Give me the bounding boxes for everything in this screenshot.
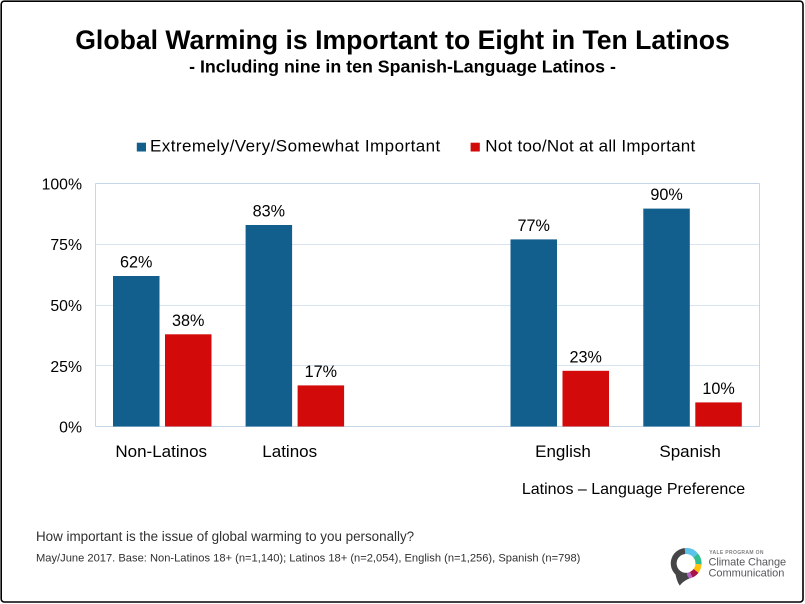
svg-text:- Including nine in ten Spanis: - Including nine in ten Spanish-Language… [189,56,616,76]
svg-text:Latinos – Language Preference: Latinos – Language Preference [522,481,745,498]
svg-text:Non-Latinos: Non-Latinos [115,442,207,461]
svg-text:23%: 23% [570,348,602,366]
svg-text:38%: 38% [172,312,204,330]
svg-text:May/June 2017. Base: Non-Lati: May/June 2017. Base: Non-Latinos 18+ (n=… [36,553,581,565]
svg-text:90%: 90% [650,186,682,204]
svg-text:Extremely/Very/Somewhat Import: Extremely/Very/Somewhat Important [150,137,441,156]
svg-text:English: English [535,442,591,461]
svg-text:50%: 50% [50,298,82,315]
svg-text:Spanish: Spanish [659,442,720,461]
svg-text:How important is the issue of: How important is the issue of global war… [36,529,414,544]
svg-text:YALE PROGRAM ON: YALE PROGRAM ON [709,550,764,556]
svg-text:0%: 0% [59,420,82,437]
svg-text:83%: 83% [253,203,285,221]
svg-text:62%: 62% [120,254,152,272]
svg-text:17%: 17% [305,363,337,381]
svg-text:25%: 25% [50,359,82,376]
svg-text:Latinos: Latinos [262,442,317,461]
svg-text:77%: 77% [518,217,550,235]
svg-text:75%: 75% [50,237,82,254]
svg-text:Climate Change: Climate Change [709,556,786,568]
svg-text:Global Warming is Important to: Global Warming is Important to Eight in … [75,25,730,55]
svg-text:Communication: Communication [709,568,785,580]
svg-text:100%: 100% [42,176,82,193]
svg-text:Not too/Not at all Important: Not too/Not at all Important [485,137,695,156]
svg-text:10%: 10% [702,380,734,398]
